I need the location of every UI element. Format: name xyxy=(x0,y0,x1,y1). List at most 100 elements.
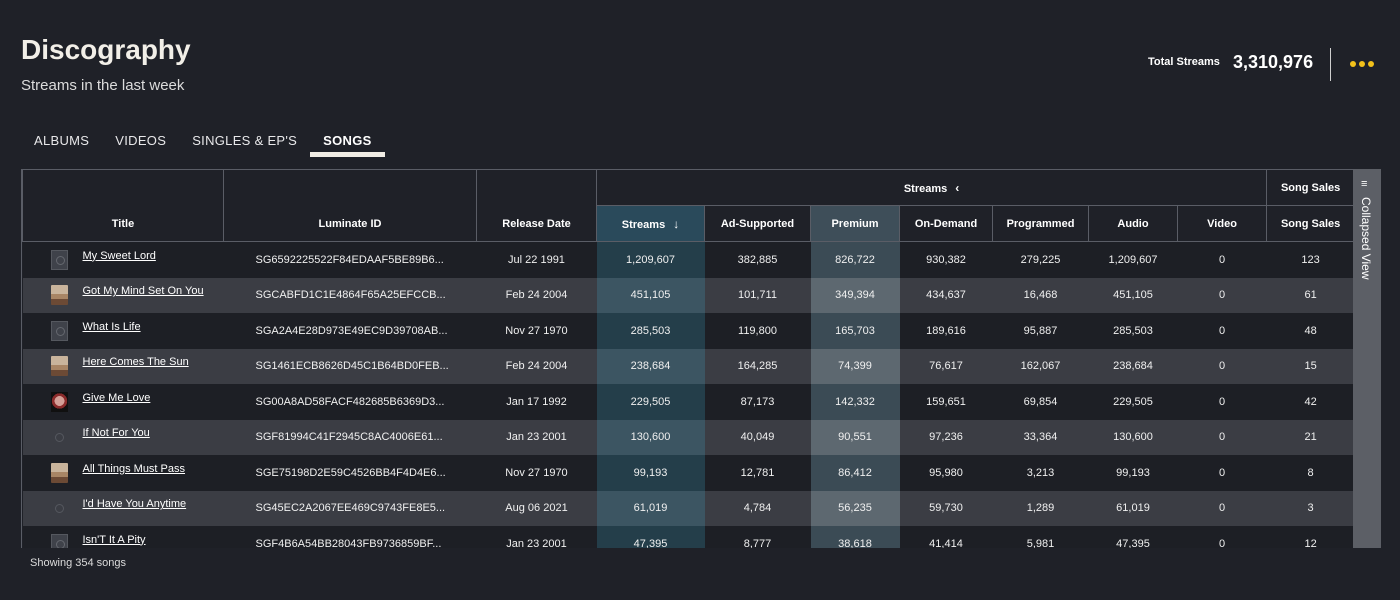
cell-release-date: Aug 06 2021 xyxy=(476,490,597,526)
cell-programmed: 95,887 xyxy=(992,313,1089,349)
cell-video: 0 xyxy=(1177,384,1267,420)
cell-streams: 451,105 xyxy=(596,277,705,313)
song-title-link[interactable]: I'd Have You Anytime xyxy=(82,498,187,511)
cell-release-date: Jan 23 2001 xyxy=(476,526,597,548)
group-header-song-sales: Song Sales xyxy=(1266,169,1354,206)
cell-streams: 99,193 xyxy=(596,455,705,491)
page-title: Discography xyxy=(21,34,191,65)
song-title-link[interactable]: All Things Must Pass xyxy=(82,462,186,475)
cell-video: 0 xyxy=(1177,241,1267,278)
header-divider xyxy=(1330,48,1331,81)
song-title-link[interactable]: Isn'T It A Pity xyxy=(82,533,146,546)
cell-premium: 56,235 xyxy=(810,490,900,526)
cell-audio: 238,684 xyxy=(1088,348,1178,384)
cell-ad-supported: 382,885 xyxy=(704,241,811,278)
cell-title: I'd Have You Anytime xyxy=(22,490,224,526)
song-count: Showing 354 songs xyxy=(30,557,127,569)
song-title-link[interactable]: Give Me Love xyxy=(82,391,151,404)
more-options-button[interactable] xyxy=(1350,56,1378,72)
tab-songs[interactable]: SONGS xyxy=(310,132,386,158)
cell-video: 0 xyxy=(1177,455,1267,491)
column-header-streams[interactable]: Streams ↓ xyxy=(596,205,705,242)
tab-singles-eps[interactable]: SINGLES & EP'S xyxy=(192,133,298,148)
cell-ad-supported: 8,777 xyxy=(704,526,811,548)
table-row: Give Me Love SG00A8AD58FACF482685B6369D3.… xyxy=(22,384,1354,420)
cell-programmed: 69,854 xyxy=(992,384,1089,420)
cell-video: 0 xyxy=(1177,348,1267,384)
cell-on-demand: 189,616 xyxy=(899,313,993,349)
cell-luminate-id: SGA2A4E28D973E49EC9D39708AB... xyxy=(223,313,477,349)
cell-release-date: Feb 24 2004 xyxy=(476,348,597,384)
table-row: What Is Life SGA2A4E28D973E49EC9D39708AB.… xyxy=(22,313,1354,349)
cell-title: My Sweet Lord xyxy=(22,241,224,278)
song-title-link[interactable]: Got My Mind Set On You xyxy=(82,285,204,298)
column-header-video[interactable]: Video xyxy=(1176,205,1268,242)
cell-release-date: Nov 27 1970 xyxy=(476,455,597,491)
cell-on-demand: 159,651 xyxy=(899,384,993,420)
cell-audio: 130,600 xyxy=(1088,419,1178,455)
cell-on-demand: 434,637 xyxy=(899,277,993,313)
group-header-streams: Streams ‹ xyxy=(595,169,1268,206)
cell-on-demand: 76,617 xyxy=(899,348,993,384)
song-title-link[interactable]: What Is Life xyxy=(82,320,141,333)
cell-title: What Is Life xyxy=(22,313,224,349)
cell-audio: 47,395 xyxy=(1088,526,1178,548)
column-header-release-date[interactable]: Release Date xyxy=(476,169,597,242)
cell-song-sales: 8 xyxy=(1266,455,1354,491)
cell-video: 0 xyxy=(1177,313,1267,349)
cell-premium: 826,722 xyxy=(810,241,900,278)
cell-streams: 47,395 xyxy=(596,526,705,548)
cell-streams: 130,600 xyxy=(596,419,705,455)
ellipsis-icon-dot xyxy=(1368,61,1374,67)
column-header-premium[interactable]: Premium xyxy=(810,205,900,242)
cell-video: 0 xyxy=(1177,277,1267,313)
cell-on-demand: 59,730 xyxy=(899,490,993,526)
cell-release-date: Jan 17 1992 xyxy=(476,384,597,420)
tab-bar: ALBUMS VIDEOS SINGLES & EP'S SONGS xyxy=(21,132,386,158)
collapsed-view-label: Collapsed View xyxy=(1359,197,1373,280)
column-header-song-sales[interactable]: Song Sales xyxy=(1266,205,1354,242)
collapsed-view-toggle[interactable]: ≡ Collapsed View xyxy=(1353,169,1381,548)
column-header-audio[interactable]: Audio xyxy=(1088,205,1178,242)
filter-list-icon: ≡ xyxy=(1361,178,1368,190)
total-streams-label: Total Streams xyxy=(1148,56,1220,68)
song-thumbnail xyxy=(50,391,68,412)
cell-ad-supported: 4,784 xyxy=(704,490,811,526)
table-row: Here Comes The Sun SG1461ECB8626D45C1B64B… xyxy=(22,348,1354,384)
table-row: All Things Must Pass SGE75198D2E59C4526BB… xyxy=(22,455,1354,491)
ellipsis-icon xyxy=(1350,61,1356,67)
cell-audio: 1,209,607 xyxy=(1088,241,1178,278)
song-thumbnail xyxy=(51,498,68,518)
column-header-luminate-id[interactable]: Luminate ID xyxy=(223,169,477,242)
cell-luminate-id: SGCABFD1C1E4864F65A25EFCCB... xyxy=(223,277,477,313)
chevron-left-icon[interactable]: ‹ xyxy=(955,180,960,195)
cell-ad-supported: 164,285 xyxy=(704,348,811,384)
tab-albums[interactable]: ALBUMS xyxy=(34,133,90,148)
cell-programmed: 33,364 xyxy=(992,419,1089,455)
cell-on-demand: 97,236 xyxy=(899,419,993,455)
cell-premium: 90,551 xyxy=(810,419,900,455)
cell-programmed: 5,981 xyxy=(992,526,1089,548)
cell-audio: 61,019 xyxy=(1088,490,1178,526)
song-title-link[interactable]: My Sweet Lord xyxy=(82,249,156,262)
column-header-programmed[interactable]: Programmed xyxy=(992,205,1089,242)
cell-programmed: 16,468 xyxy=(992,277,1089,313)
cell-title: All Things Must Pass xyxy=(22,455,224,491)
song-title-link[interactable]: If Not For You xyxy=(82,427,150,440)
cell-audio: 451,105 xyxy=(1088,277,1178,313)
song-title-link[interactable]: Here Comes The Sun xyxy=(82,356,189,369)
cell-luminate-id: SG1461ECB8626D45C1B64BD0FEB... xyxy=(223,348,477,384)
song-thumbnail xyxy=(50,320,68,341)
cell-luminate-id: SGF81994C41F2945C8AC4006E61... xyxy=(223,419,477,455)
column-header-title[interactable]: Title xyxy=(22,169,224,242)
cell-audio: 285,503 xyxy=(1088,313,1178,349)
songs-table: Title Luminate ID Release Date Streams ‹ … xyxy=(21,169,1354,548)
tab-videos[interactable]: VIDEOS xyxy=(115,133,167,148)
table-row: If Not For You SGF81994C41F2945C8AC4006E6… xyxy=(22,419,1354,455)
cell-ad-supported: 119,800 xyxy=(704,313,811,349)
column-header-on-demand[interactable]: On-Demand xyxy=(899,205,993,242)
song-thumbnail xyxy=(50,249,68,270)
cell-song-sales: 42 xyxy=(1266,384,1354,420)
column-header-ad-supported[interactable]: Ad-Supported xyxy=(704,205,811,242)
cell-on-demand: 41,414 xyxy=(899,526,993,548)
